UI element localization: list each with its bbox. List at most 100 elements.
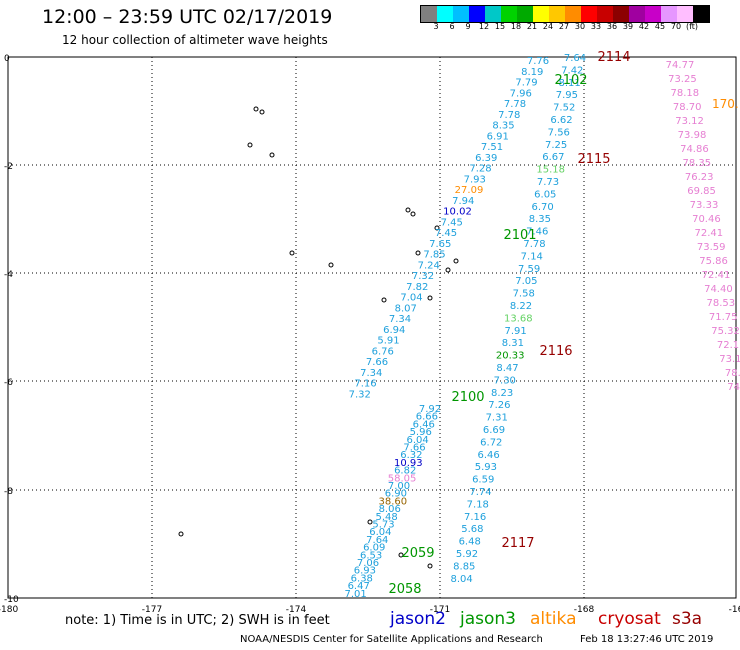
wave-height-label: 7.73 [537,177,559,188]
wave-height-label: 7.78 [523,239,545,250]
wave-height-label: 7.18 [467,499,489,510]
lon-tick-label: -174 [286,605,307,615]
wave-height-label: 75.86 [699,256,728,267]
color-scale-label: 3 [433,22,439,31]
color-swatch [469,6,485,22]
legend-cryosat: cryosat [598,609,661,629]
color-scale-label: 42 [638,22,650,31]
orbit-label: 2059 [401,546,434,561]
orbit-label: 2058 [388,582,421,597]
wave-height-label: 71.75 [709,312,738,323]
island [410,211,416,217]
wave-height-label: 58.05 [388,473,417,484]
lat-tick-label: 0 [4,54,10,64]
wave-height-label: 6.76 [372,346,394,357]
wave-height-label: 7.91 [504,326,526,337]
wave-height-label: 15.18 [536,165,565,176]
color-swatch [533,6,549,22]
wave-height-label: 5.91 [377,336,399,347]
map-frame [7,56,737,599]
wave-height-label: 6.09 [363,543,385,554]
wave-height-label: 7.16 [464,512,486,523]
wave-height-label: 7.64 [366,535,388,546]
color-scale-label: 24 [542,22,554,31]
wave-height-label: 7.52 [553,103,575,114]
wave-height-label: 7.46 [526,227,548,238]
wave-height-label: 7.56 [548,127,570,138]
color-scale-label: 45 [654,22,666,31]
wave-height-label: 7.14 [521,251,543,262]
color-scale-label: 15 [494,22,506,31]
wave-height-label: 7.92 [419,404,441,415]
wave-height-label: 6.69 [483,425,505,436]
lon-tick-label: -171 [430,605,450,615]
wave-height-label: 20.33 [496,351,525,362]
wave-height-label: 8.35 [529,214,551,225]
island [427,295,433,301]
wave-height-label: 38.60 [378,496,407,507]
wave-height-label: 170. [712,97,739,111]
wave-height-label: 78.18 [670,88,699,99]
color-scale-label: 9 [465,22,471,31]
color-swatch [565,6,581,22]
color-swatch [421,6,437,22]
color-scale-label: 12 [478,22,490,31]
wave-height-label: 8.19 [521,67,543,78]
orbit-label: 2102 [554,73,587,88]
island [381,297,387,303]
wave-height-label: 13.68 [504,313,533,324]
color-swatch [629,6,645,22]
lat-tick-label: -2 [4,162,13,172]
color-swatch [597,6,613,22]
wave-height-label: 72.41 [702,270,731,281]
wave-height-label: 7.30 [494,375,516,386]
wave-height-label: 6.04 [406,435,428,446]
island [178,531,184,537]
orbit-label: 2100 [451,390,484,405]
wave-height-label: 5.93 [475,462,497,473]
wave-height-label: 7.45 [441,217,463,228]
wave-height-label: 78.70 [673,102,702,113]
wave-height-label: 8.11 [558,78,580,89]
wave-height-label: 8.85 [453,561,475,572]
island [247,142,253,148]
color-scale-label: 36 [606,22,618,31]
color-swatch [517,6,533,22]
wave-height-label: 7.34 [389,314,411,325]
wave-height-label: 6.48 [459,537,481,548]
wave-height-label: 7.64 [564,53,586,64]
wave-height-label: 7.05 [515,276,537,287]
wave-height-label: 73.25 [668,74,697,85]
wave-height-label: 8.04 [450,574,472,585]
wave-height-label: 5.96 [410,427,432,438]
wave-height-label: 8.23 [491,388,513,399]
wave-height-label: 8.07 [395,303,417,314]
wave-height-label: 6.39 [475,153,497,164]
wave-height-label: 7.78 [504,99,526,110]
wave-height-label: 10.02 [443,207,472,218]
island [259,109,265,115]
wave-height-label: 7.79 [515,78,537,89]
wave-height-label: 6.59 [472,475,494,486]
orbit-label: 2115 [577,152,610,167]
lon-tick-label: -180 [0,605,18,615]
color-swatch [581,6,597,22]
island [398,552,404,558]
wave-height-label: 5.68 [461,524,483,535]
wave-height-label: 7.59 [518,264,540,275]
wave-height-label: 7.82 [406,282,428,293]
wave-height-label: 7.28 [469,164,491,175]
color-scale-label: (ft) [685,22,699,31]
wave-height-label: 7.85 [423,250,445,261]
wave-height-label: 7.16 [354,379,376,390]
wave-height-label: 7.31 [486,413,508,424]
wave-height-label: 7.74 [469,487,491,498]
lat-tick-label: -4 [4,270,13,280]
island [269,152,275,158]
wave-height-label: 7.65 [429,239,451,250]
color-swatch [501,6,517,22]
wave-height-label: 8.31 [502,338,524,349]
color-scale-label: 33 [590,22,602,31]
wave-height-label: 73.1 [719,354,740,365]
